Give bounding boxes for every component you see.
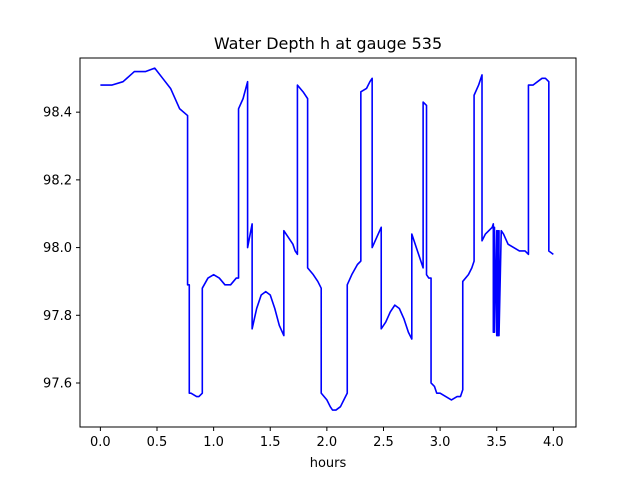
x-axis-label: hours xyxy=(310,456,347,471)
x-tick-label: 2.0 xyxy=(317,435,338,450)
x-tick-label: 4.0 xyxy=(543,435,564,450)
y-tick-label: 98.0 xyxy=(43,241,72,256)
x-tick-label: 2.5 xyxy=(373,435,394,450)
x-tick-label: 0.0 xyxy=(90,435,111,450)
axes-frame xyxy=(79,57,577,428)
y-tick-label: 97.6 xyxy=(43,376,72,391)
x-tick-label: 0.5 xyxy=(147,435,168,450)
x-tick-label: 1.5 xyxy=(260,435,281,450)
y-tick-label: 98.2 xyxy=(43,173,72,188)
plot-area xyxy=(100,67,554,411)
y-tick-label: 97.8 xyxy=(43,309,72,324)
x-tick-label: 1.0 xyxy=(203,435,224,450)
x-tick-label: 3.5 xyxy=(486,435,507,450)
y-axis-ticks: 97.6 97.8 98.0 98.2 98.4 xyxy=(43,106,80,391)
y-tick-label: 98.4 xyxy=(43,106,72,121)
chart-title: Water Depth h at gauge 535 xyxy=(214,34,442,53)
x-axis-ticks: 0.0 0.5 1.0 1.5 2.0 2.5 3.0 3.5 4.0 xyxy=(90,427,564,450)
series-line-water-depth xyxy=(100,67,554,411)
x-tick-label: 3.0 xyxy=(430,435,451,450)
